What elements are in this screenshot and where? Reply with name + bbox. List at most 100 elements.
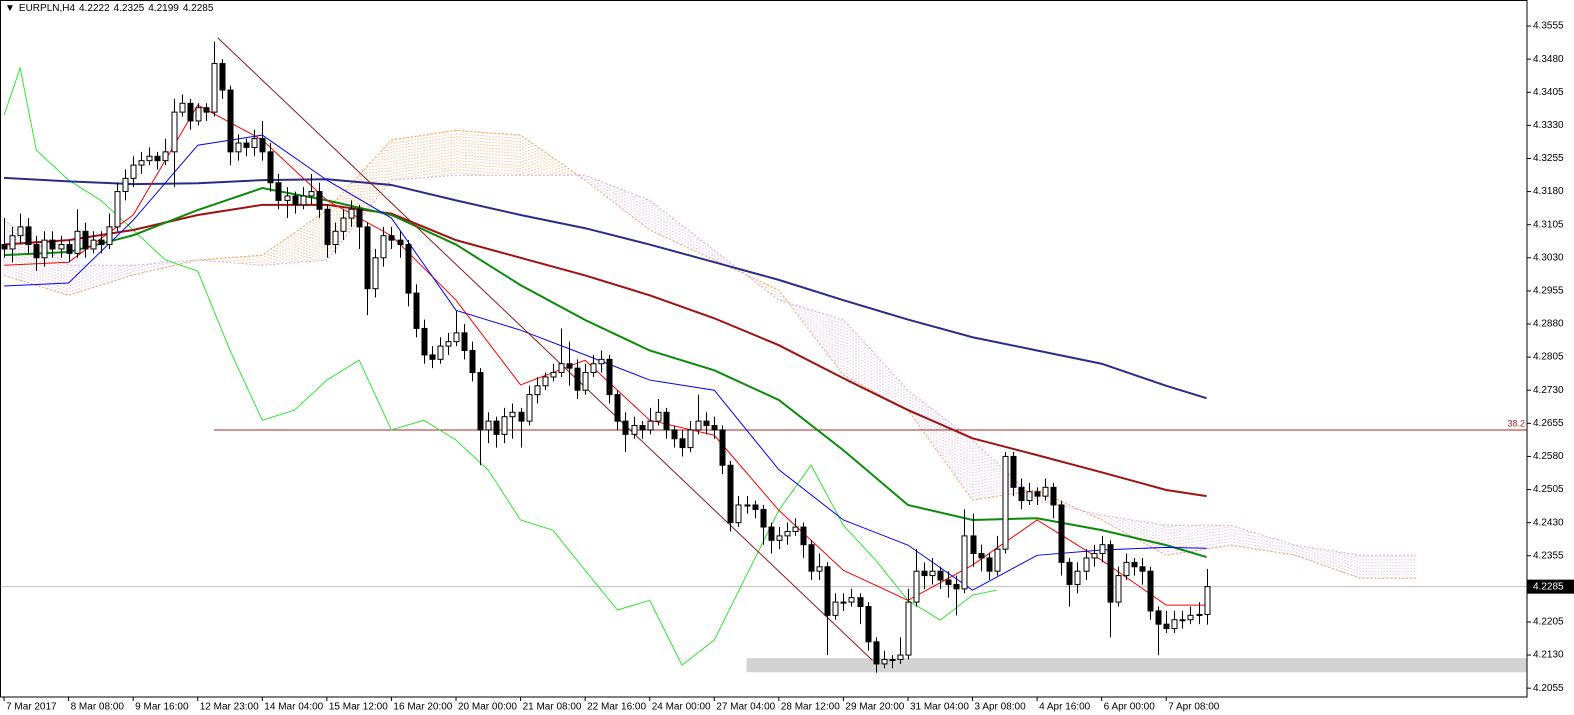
- candle-body: [631, 425, 638, 435]
- candle-body: [187, 102, 194, 122]
- candle-body: [485, 420, 492, 431]
- candle-body: [1099, 544, 1106, 555]
- candle-body: [1083, 557, 1090, 572]
- candle-body: [752, 504, 759, 510]
- candle-body: [978, 553, 985, 559]
- candle-body: [324, 208, 331, 246]
- candle-body: [1187, 614, 1194, 621]
- candle-body: [332, 230, 339, 246]
- candle-body: [501, 416, 508, 435]
- indicator-line: [4, 134, 1207, 591]
- candle-body: [179, 102, 186, 113]
- candle-body: [865, 606, 872, 643]
- candle-body: [509, 411, 516, 418]
- trendline: [217, 37, 873, 661]
- candle-body: [300, 195, 307, 206]
- candle-body: [679, 438, 686, 449]
- candle-body: [243, 142, 250, 148]
- candle-body: [937, 570, 944, 581]
- candle-body: [356, 208, 363, 228]
- candle-body: [388, 235, 395, 241]
- candle-body: [421, 327, 428, 356]
- candle-body: [1196, 613, 1203, 616]
- candle-body: [848, 597, 855, 603]
- y-tick-label: 4.3480: [1533, 54, 1564, 65]
- y-tick-label: 4.2805: [1533, 352, 1564, 363]
- y-tick-label: 4.3555: [1533, 21, 1564, 32]
- high-value: 4.2325: [113, 3, 145, 14]
- candle-body: [41, 239, 48, 259]
- candle-body: [1147, 570, 1154, 612]
- candle-body: [824, 566, 831, 616]
- candle-body: [219, 63, 226, 91]
- candle-body: [1074, 570, 1081, 585]
- candle-body: [518, 411, 525, 422]
- candle-body: [461, 332, 468, 351]
- candle-body: [994, 548, 1001, 572]
- x-tick-label: 12 Mar 23:00: [200, 702, 259, 713]
- candle-body: [703, 420, 710, 427]
- candle-body: [1026, 491, 1033, 502]
- candle-body: [82, 230, 89, 250]
- candle-body: [138, 160, 145, 166]
- candle-body: [590, 363, 597, 374]
- candle-body: [162, 151, 169, 162]
- candle-body: [598, 358, 605, 365]
- indicator-line: [3, 187, 1207, 559]
- candle-body: [1171, 619, 1178, 630]
- candle-body: [251, 138, 258, 148]
- candle-body: [897, 654, 904, 660]
- candle-body: [639, 425, 646, 431]
- candle-body: [380, 235, 387, 259]
- indicator-line: [4, 104, 1207, 606]
- senkou-span-b: [3, 174, 1417, 556]
- candle-body: [526, 394, 533, 422]
- candle-body: [1091, 553, 1098, 559]
- candle-body: [953, 583, 960, 590]
- x-tick-label: 3 Apr 08:00: [975, 702, 1027, 713]
- candle-body: [921, 570, 928, 577]
- candle-body: [1050, 486, 1057, 506]
- x-tick-label: 20 Mar 00:00: [458, 702, 517, 713]
- candle-body: [469, 349, 476, 374]
- candle-body: [130, 164, 137, 179]
- y-tick-label: 4.3255: [1533, 153, 1564, 164]
- x-tick-label: 22 Mar 16:00: [587, 702, 646, 713]
- y-tick-label: 4.3030: [1533, 252, 1564, 263]
- x-tick-label: 21 Mar 08:00: [523, 702, 582, 713]
- candle-body: [445, 341, 452, 347]
- candle-body: [154, 155, 161, 162]
- candle-body: [881, 658, 888, 665]
- indicator-line: [3, 203, 1207, 498]
- y-tick-label: 4.3180: [1533, 186, 1564, 197]
- candle-body: [840, 601, 847, 604]
- plot-frame: [0, 0, 1528, 698]
- candle-body: [90, 239, 97, 250]
- candle-body: [316, 191, 323, 210]
- x-tick-label: 8 Mar 08:00: [71, 702, 125, 713]
- candle-body: [171, 111, 178, 153]
- y-tick-label: 4.2880: [1533, 319, 1564, 330]
- candle-body: [905, 601, 912, 656]
- candle-body: [622, 420, 629, 435]
- candle-body: [1, 244, 8, 250]
- candle-body: [889, 658, 896, 661]
- candle-body: [98, 239, 105, 246]
- x-tick-label: 28 Mar 12:00: [781, 702, 840, 713]
- candle-body: [1123, 561, 1130, 577]
- candle-body: [1107, 544, 1114, 603]
- candle-body: [816, 566, 823, 572]
- last-price-label: 4.2285: [1533, 581, 1564, 592]
- candle-body: [493, 420, 500, 435]
- candle-body: [364, 226, 371, 290]
- candle-body: [203, 107, 210, 113]
- x-tick-label: 24 Mar 00:00: [652, 702, 711, 713]
- y-tick-label: 4.3105: [1533, 219, 1564, 230]
- candle-body: [275, 182, 282, 201]
- candle-body: [970, 535, 977, 555]
- x-tick-label: 14 Mar 04:00: [264, 702, 323, 713]
- candle-body: [719, 429, 726, 466]
- candle-body: [574, 367, 581, 391]
- candle-body: [744, 504, 751, 507]
